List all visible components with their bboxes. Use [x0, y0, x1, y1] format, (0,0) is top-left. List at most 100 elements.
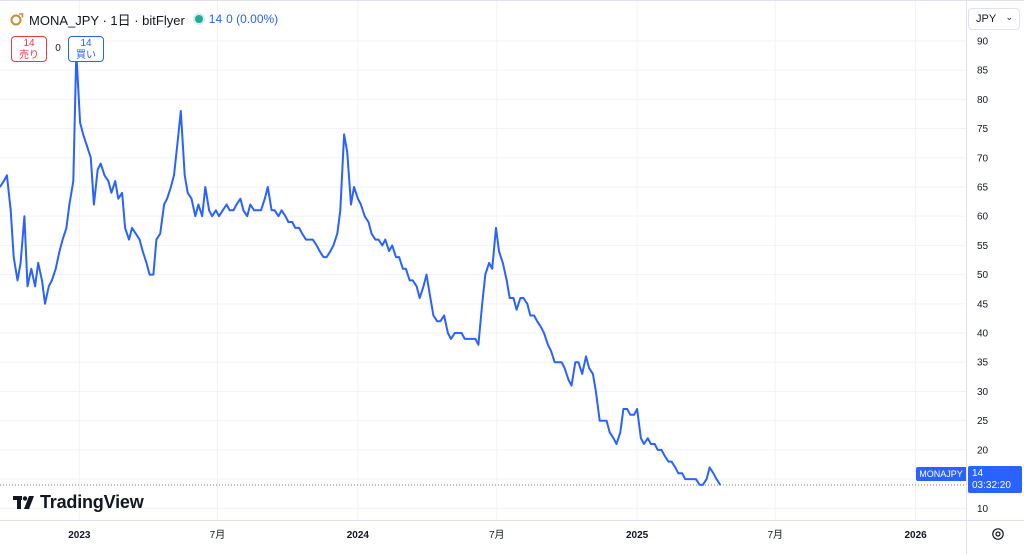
data-point [353, 186, 355, 188]
data-point [97, 168, 99, 170]
data-point [256, 209, 258, 211]
data-point [41, 279, 43, 281]
sell-label: 売り [19, 50, 39, 61]
data-point [395, 256, 397, 258]
data-point [533, 314, 535, 317]
data-point [581, 373, 583, 375]
data-point [316, 244, 318, 246]
y-tick-label: 40 [977, 329, 989, 340]
data-point [166, 198, 168, 200]
y-tick-label: 35 [977, 358, 989, 369]
data-point [249, 203, 251, 206]
chevron-down-icon: ⌄ [1005, 12, 1013, 22]
data-point [246, 215, 248, 217]
data-point [204, 186, 206, 188]
data-point [264, 198, 266, 200]
data-point [422, 285, 425, 287]
data-point [121, 192, 123, 194]
data-point [229, 209, 231, 211]
data-point [657, 449, 659, 451]
x-tick-label: 2023 [68, 530, 91, 541]
data-point [529, 314, 531, 317]
data-point [215, 209, 217, 211]
data-point [242, 209, 244, 211]
data-point [592, 373, 594, 375]
x-axis[interactable]: 2023 7月 2024 7月 2025 7月 2026 [68, 529, 927, 541]
data-point [416, 285, 418, 287]
data-point [619, 431, 621, 433]
data-point [509, 297, 511, 299]
data-point [436, 320, 438, 322]
data-point [622, 408, 625, 410]
data-point [90, 157, 92, 159]
data-point [570, 385, 573, 387]
data-point [615, 443, 618, 445]
data-point [695, 478, 697, 480]
data-point [6, 174, 8, 176]
data-point [10, 209, 12, 211]
data-point [37, 262, 39, 264]
data-point [667, 461, 670, 463]
data-point [34, 285, 36, 287]
x-tick-label: 2026 [905, 530, 928, 541]
tradingview-logo[interactable]: TradingView [13, 492, 144, 513]
data-point [450, 338, 452, 340]
y-tick-label: 20 [977, 445, 989, 456]
data-point [425, 274, 428, 276]
data-point [557, 361, 559, 363]
data-point [163, 203, 165, 206]
settings-gear-icon[interactable] [991, 527, 1005, 541]
data-point [643, 443, 645, 445]
data-point [574, 361, 576, 363]
data-point [457, 332, 459, 334]
data-point [51, 279, 53, 281]
x-tick-label: 7月 [489, 529, 505, 541]
monacoin-icon [10, 13, 24, 26]
data-point [612, 437, 615, 439]
data-point [684, 478, 686, 480]
data-point [398, 256, 400, 258]
data-point [388, 250, 390, 252]
sell-button[interactable]: 14 売り [11, 36, 47, 62]
series [0, 51, 722, 486]
currency-button[interactable]: JPY ⌄ [968, 8, 1020, 30]
data-point [114, 180, 116, 182]
data-point [377, 239, 380, 241]
grid [0, 0, 966, 520]
data-point [44, 303, 46, 305]
data-point [626, 408, 628, 410]
symbol-title[interactable]: MONA_JPY · 1日 · bitFlyer [29, 12, 185, 28]
data-point [190, 198, 193, 200]
data-point [142, 250, 144, 252]
data-point [218, 215, 220, 217]
data-point [267, 186, 269, 188]
data-point [271, 209, 273, 211]
data-point [226, 203, 228, 206]
data-point [609, 431, 611, 433]
data-point [235, 203, 238, 206]
y-axis[interactable]: 1015202530354045505560657075808590 [977, 36, 989, 514]
data-point [343, 133, 345, 135]
data-point [447, 332, 449, 334]
data-point [360, 203, 362, 206]
data-point [670, 461, 673, 463]
data-point [82, 133, 84, 135]
chart-header: MONA_JPY · 1日 · bitFlyer 14 0 (0.00%) [10, 10, 278, 28]
buy-button[interactable]: 14 買い [68, 36, 104, 62]
data-point [65, 227, 67, 229]
data-point [691, 478, 693, 480]
data-point [3, 180, 5, 182]
data-point [16, 279, 19, 281]
data-point [301, 233, 303, 235]
data-point [681, 472, 683, 474]
data-point [374, 239, 376, 241]
x-tick-label: 2025 [626, 530, 649, 541]
data-point [526, 303, 528, 305]
data-point [20, 262, 22, 264]
data-point [131, 227, 133, 229]
symbol-price-tag: MONAJPY [916, 467, 966, 481]
data-point [402, 268, 404, 270]
data-point [62, 239, 64, 241]
